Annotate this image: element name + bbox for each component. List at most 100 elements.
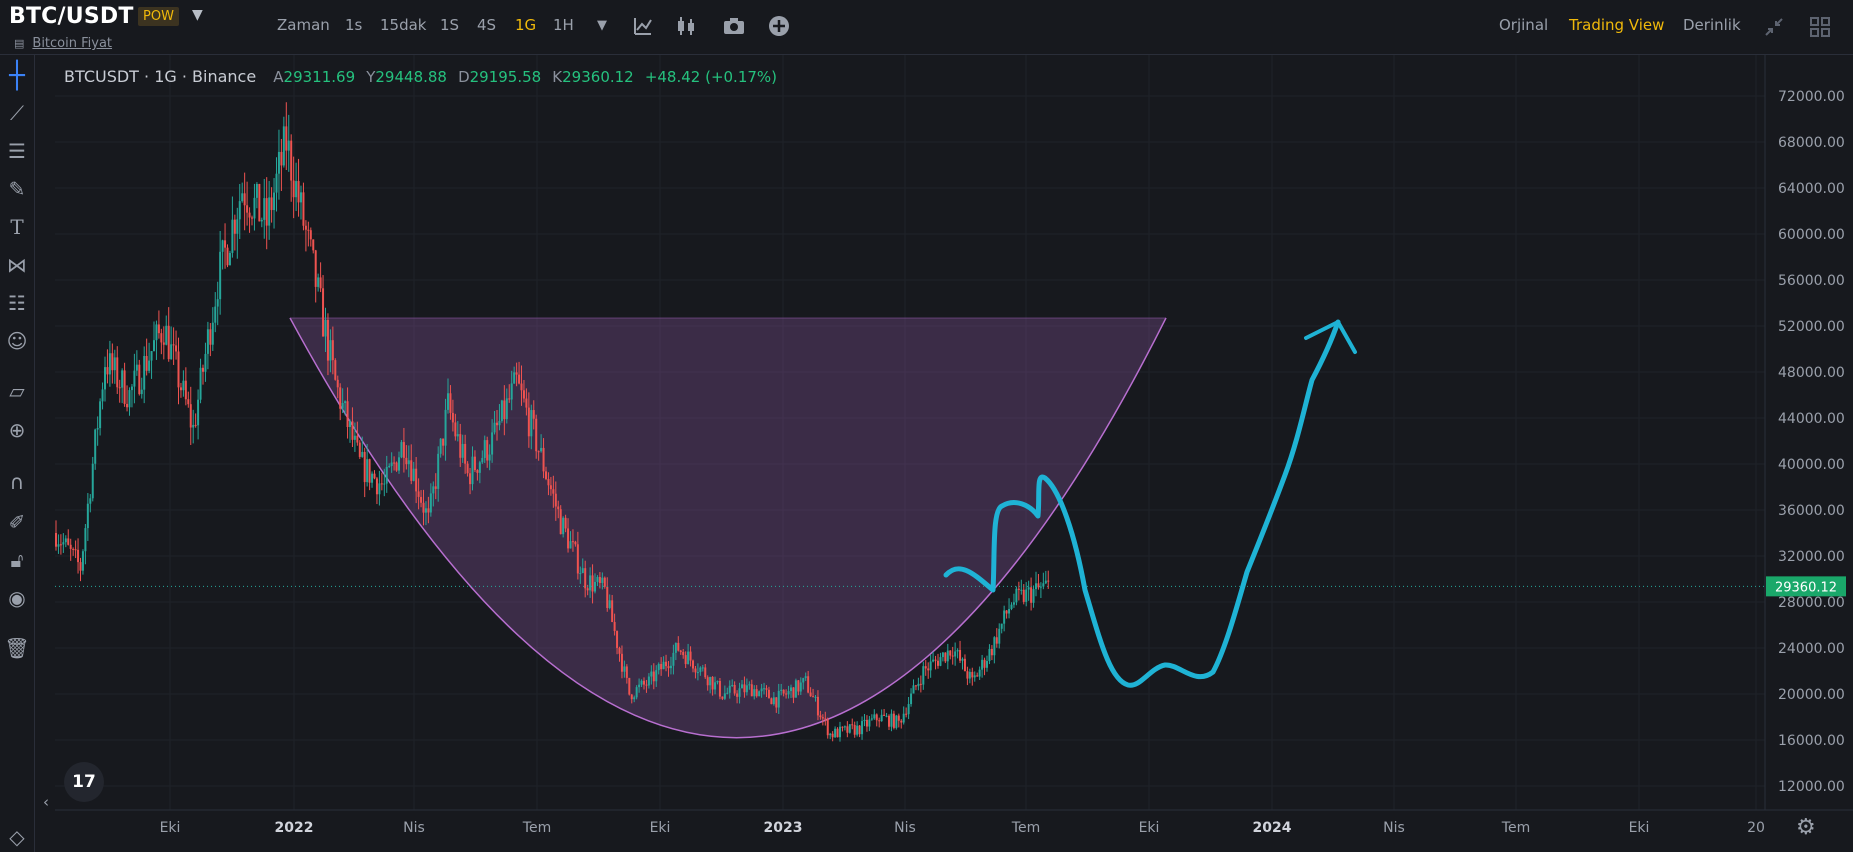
interval-zaman[interactable]: Zaman bbox=[277, 16, 330, 34]
interval-4S[interactable]: 4S bbox=[477, 16, 497, 34]
candle-body bbox=[562, 517, 565, 535]
time-axis[interactable]: Eki 2022 Nis Tem Eki 2023 Nis Tem Eki 2024 Nis Tem E… bbox=[55, 809, 1853, 836]
candle-body bbox=[160, 333, 163, 343]
candle-body bbox=[111, 353, 114, 371]
candle-body bbox=[351, 421, 354, 440]
candle-body bbox=[804, 676, 807, 679]
pattern-icon[interactable]: ⋈ bbox=[7, 253, 27, 277]
candle-body bbox=[777, 690, 780, 708]
candle-body bbox=[748, 684, 751, 686]
candle-body bbox=[677, 642, 680, 651]
candle-body bbox=[549, 485, 552, 490]
candle-body bbox=[875, 714, 878, 721]
fib-icon[interactable]: ☰ bbox=[8, 139, 26, 163]
candle-body bbox=[508, 398, 511, 400]
candle-body bbox=[150, 351, 153, 361]
candle-body bbox=[547, 478, 550, 486]
candle-body bbox=[723, 693, 726, 699]
candles-icon[interactable] bbox=[675, 16, 697, 36]
candle-body bbox=[567, 528, 570, 549]
emoji-icon[interactable]: ☺ bbox=[6, 329, 28, 353]
lock-icon[interactable]: 🔓︎ bbox=[10, 548, 24, 572]
text-icon[interactable]: T bbox=[10, 215, 24, 239]
candle-body bbox=[336, 379, 339, 388]
candle-body bbox=[633, 697, 636, 700]
trendline-icon[interactable]: ⟋ bbox=[10, 101, 24, 125]
interval-1S[interactable]: 1S bbox=[440, 16, 460, 34]
top-bar: BTC/USDT POW ▼ ▤ Bitcoin Fiyat Zaman 1s 1… bbox=[0, 0, 1853, 55]
candle-body bbox=[780, 689, 783, 691]
ruler-icon[interactable]: ▱ bbox=[9, 379, 25, 403]
collapse-toolbar-chevron-icon[interactable]: ‹ bbox=[43, 793, 49, 811]
interval-1H[interactable]: 1H bbox=[553, 16, 574, 34]
drawing-toolbar: ┼ ⟋ ☰ ✎ T ⋈ ☷ ☺ ▱ ⊕ ∩ ✐ 🔓︎ ◉ 🗑︎ ◇ bbox=[0, 55, 35, 852]
crosshair-icon[interactable]: ┼ bbox=[9, 61, 25, 91]
indicators-icon[interactable] bbox=[633, 16, 653, 36]
interval-15dak[interactable]: 15dak bbox=[380, 16, 427, 34]
candle-body bbox=[643, 680, 645, 685]
candle-body bbox=[280, 151, 283, 166]
view-trading-view[interactable]: Trading View bbox=[1569, 16, 1665, 34]
candle-body bbox=[552, 489, 555, 494]
layers-icon[interactable]: ◇ bbox=[9, 825, 25, 849]
add-icon[interactable] bbox=[768, 15, 790, 37]
view-derinlik[interactable]: Derinlik bbox=[1683, 16, 1741, 34]
tradingview-logo[interactable]: 17 bbox=[64, 762, 104, 802]
price-tick-label: 20000.00 bbox=[1778, 687, 1845, 703]
candle-body bbox=[738, 688, 741, 697]
candle-body bbox=[628, 677, 631, 695]
candle-body bbox=[1005, 610, 1008, 614]
price-axis[interactable]: 72000.00 68000.00 64000.00 60000.00 56000.00… bbox=[1764, 55, 1846, 810]
pair-dropdown-icon[interactable]: ▼ bbox=[192, 7, 203, 23]
collapse-arrows-icon[interactable] bbox=[1764, 17, 1784, 37]
gear-icon[interactable]: ⚙ bbox=[1796, 815, 1816, 840]
candle-body bbox=[836, 728, 839, 738]
candle-body bbox=[170, 344, 173, 360]
lock-draw-icon[interactable]: ✐ bbox=[8, 510, 26, 534]
more-intervals-chevron-down-icon[interactable]: ▼ bbox=[597, 18, 607, 33]
candle-body bbox=[736, 693, 739, 697]
camera-icon[interactable] bbox=[723, 16, 745, 36]
candle-body bbox=[763, 688, 766, 690]
candle-body bbox=[1032, 589, 1035, 603]
interval-1s[interactable]: 1s bbox=[345, 16, 363, 34]
time-tick-label: Tem bbox=[1011, 820, 1040, 836]
candle-body bbox=[221, 240, 224, 252]
candle-body bbox=[424, 508, 427, 513]
candle-body bbox=[478, 462, 481, 473]
cup-pattern-drawing[interactable] bbox=[289, 317, 1167, 739]
candle-body bbox=[554, 493, 557, 507]
candle-body bbox=[520, 383, 523, 391]
interval-1G[interactable]: 1G bbox=[515, 16, 537, 34]
candle-body bbox=[371, 473, 374, 483]
prediction-icon[interactable]: ☷ bbox=[8, 291, 26, 315]
candle-body bbox=[94, 429, 97, 464]
pair-title[interactable]: BTC/USDT bbox=[9, 4, 134, 29]
candle-body bbox=[699, 667, 702, 673]
candle-body bbox=[81, 551, 84, 571]
layout-grid-icon[interactable] bbox=[1810, 17, 1830, 37]
zoom-in-icon[interactable]: ⊕ bbox=[8, 418, 26, 442]
forecast-drawing[interactable] bbox=[943, 319, 1357, 688]
candle-body bbox=[939, 657, 942, 666]
candle-body bbox=[211, 322, 214, 345]
magnet-icon[interactable]: ∩ bbox=[9, 470, 25, 494]
candle-body bbox=[121, 370, 124, 388]
candle-body bbox=[339, 387, 342, 409]
eye-icon[interactable]: ◉ bbox=[8, 586, 26, 610]
candle-body bbox=[165, 325, 168, 345]
candle-body bbox=[1017, 588, 1020, 590]
candle-body bbox=[819, 715, 822, 718]
candle-body bbox=[794, 680, 797, 698]
candle-body bbox=[172, 344, 175, 346]
candle-body bbox=[275, 173, 278, 193]
candle-body bbox=[922, 666, 925, 685]
view-orjinal[interactable]: Orjinal bbox=[1499, 16, 1549, 34]
brush-icon[interactable]: ✎ bbox=[8, 177, 26, 201]
candle-body bbox=[312, 239, 315, 251]
candle-body bbox=[69, 544, 72, 549]
subtitle-link[interactable]: ▤ Bitcoin Fiyat bbox=[14, 36, 112, 51]
candle-body bbox=[900, 720, 903, 723]
trash-icon[interactable]: 🗑︎ bbox=[4, 636, 30, 660]
